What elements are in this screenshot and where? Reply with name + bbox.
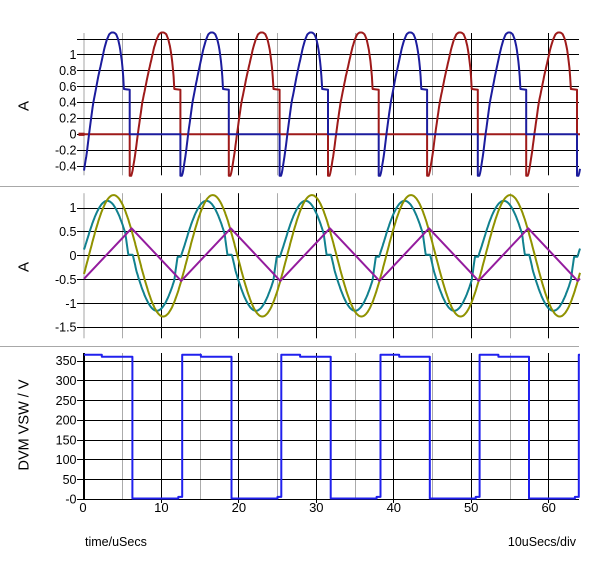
svg-text:200: 200 xyxy=(56,414,77,428)
svg-text:20: 20 xyxy=(232,500,246,515)
svg-text:10uSecs/div: 10uSecs/div xyxy=(508,535,577,549)
svg-text:A: A xyxy=(16,101,33,111)
svg-text:40: 40 xyxy=(387,500,401,515)
svg-text:150: 150 xyxy=(56,433,77,447)
svg-text:-0.5: -0.5 xyxy=(55,273,77,287)
svg-text:0.8: 0.8 xyxy=(59,64,76,78)
svg-text:50: 50 xyxy=(464,500,478,515)
svg-text:1: 1 xyxy=(70,48,77,62)
svg-text:0: 0 xyxy=(70,128,77,142)
svg-text:time/uSecs: time/uSecs xyxy=(85,535,147,549)
svg-text:60: 60 xyxy=(541,500,555,515)
svg-text:50: 50 xyxy=(63,473,77,487)
svg-text:0: 0 xyxy=(70,249,77,263)
svg-text:0: 0 xyxy=(79,500,86,515)
svg-text:0.4: 0.4 xyxy=(59,96,76,110)
svg-text:DVM VSW / V: DVM VSW / V xyxy=(17,379,33,470)
svg-text:300: 300 xyxy=(56,374,77,388)
svg-text:10: 10 xyxy=(154,500,168,515)
svg-text:100: 100 xyxy=(56,453,77,467)
svg-text:-0.2: -0.2 xyxy=(55,143,77,157)
svg-text:0.6: 0.6 xyxy=(59,80,76,94)
svg-text:-0: -0 xyxy=(65,493,76,507)
svg-text:A: A xyxy=(16,262,33,272)
svg-text:350: 350 xyxy=(56,354,77,368)
svg-text:-0.4: -0.4 xyxy=(55,159,77,173)
svg-text:-1.5: -1.5 xyxy=(55,321,77,335)
svg-text:-1: -1 xyxy=(65,297,76,311)
svg-text:0.5: 0.5 xyxy=(59,225,76,239)
svg-text:250: 250 xyxy=(56,394,77,408)
svg-text:30: 30 xyxy=(309,500,323,515)
svg-text:1: 1 xyxy=(70,201,77,215)
svg-text:0.2: 0.2 xyxy=(59,112,76,126)
